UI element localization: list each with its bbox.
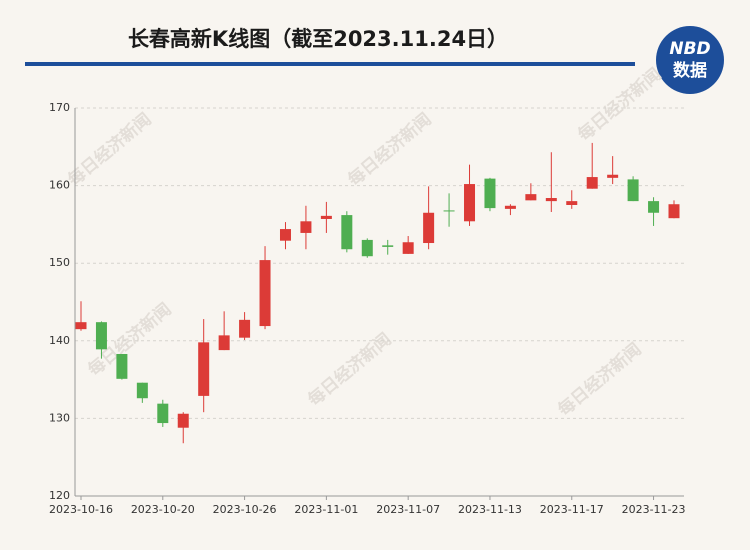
candle-body [423, 212, 435, 244]
candle-body [627, 179, 639, 202]
candle-body [320, 215, 332, 219]
candle-body [300, 221, 312, 233]
logo-caption: 数据 [673, 60, 707, 81]
candle-body [525, 194, 537, 201]
candle-body [95, 322, 107, 350]
candle-body [443, 210, 455, 212]
x-tick-label: 2023-11-17 [540, 503, 604, 516]
x-tick-label: 2023-10-26 [213, 503, 277, 516]
candle-body [279, 229, 291, 241]
y-tick-label: 160 [49, 179, 70, 192]
candle-body [545, 198, 557, 202]
chart-title: 长春高新K线图（截至2023.11.24日） [128, 27, 508, 51]
candle-body [218, 335, 230, 351]
x-tick-label: 2023-11-13 [458, 503, 522, 516]
candle-body [116, 353, 128, 379]
y-tick-label: 130 [49, 411, 70, 424]
candle-body [259, 260, 271, 327]
candle-body [177, 413, 189, 428]
logo-badge [656, 26, 724, 94]
candle-body [668, 204, 680, 219]
candle-body [341, 215, 353, 250]
candle-body [566, 201, 578, 205]
x-tick-label: 2023-11-01 [294, 503, 358, 516]
candle-body [607, 174, 619, 178]
x-tick-label: 2023-10-16 [49, 503, 113, 516]
y-tick-label: 170 [49, 101, 70, 114]
candle-body [136, 382, 148, 399]
candle-body [382, 245, 394, 247]
candle-body [586, 177, 598, 189]
candle-body [239, 319, 251, 338]
logo-brand: NBD [669, 39, 710, 59]
y-tick-label: 120 [49, 489, 70, 502]
x-tick-label: 2023-10-20 [131, 503, 195, 516]
candle-body [198, 342, 210, 396]
candle-body [484, 178, 496, 209]
candle-body [648, 201, 660, 213]
title-rule [25, 62, 635, 66]
candle-body [157, 403, 169, 424]
candle-body [464, 184, 476, 222]
candle-body [361, 239, 373, 257]
y-tick-label: 140 [49, 334, 70, 347]
y-tick-label: 150 [49, 256, 70, 269]
candle-body [75, 322, 87, 330]
candle-body [504, 205, 516, 209]
candle-body [402, 242, 414, 254]
x-tick-label: 2023-11-07 [376, 503, 440, 516]
x-tick-label: 2023-11-23 [622, 503, 686, 516]
